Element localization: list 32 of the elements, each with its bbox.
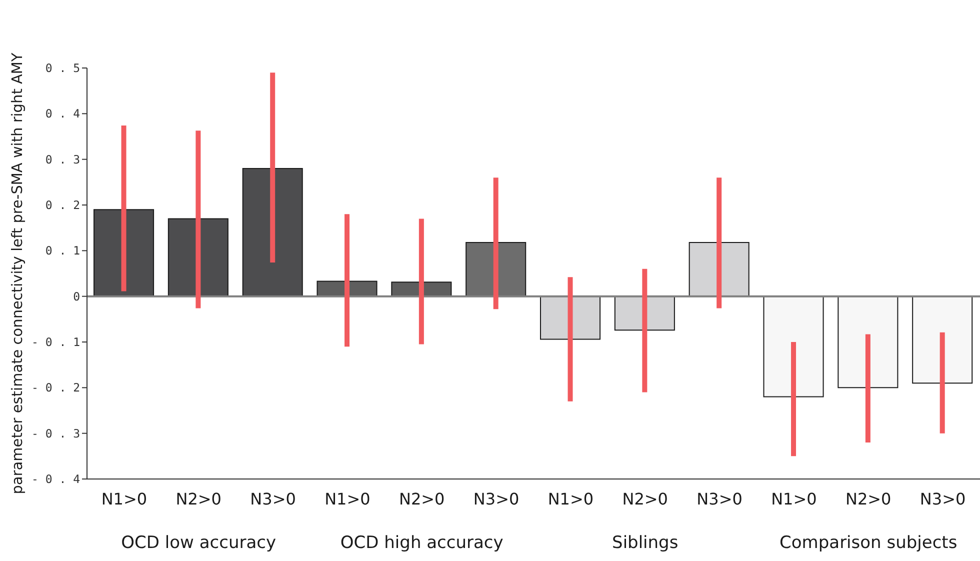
x-tick-label: N3>0 (696, 489, 742, 508)
x-tick-label: N3>0 (250, 489, 296, 508)
x-tick-label: N1>0 (324, 489, 370, 508)
x-tick-label: N3>0 (920, 489, 966, 508)
y-tick-label: 0 . 5 (45, 61, 80, 76)
bar (912, 296, 973, 384)
x-tick-label: N2>0 (622, 489, 668, 508)
y-tick-label: - 0 . 1 (32, 335, 80, 350)
x-tick-label: N3>0 (473, 489, 520, 508)
x-tick-label: N1>0 (548, 489, 594, 508)
bar (838, 296, 898, 388)
y-axis-title: parameter estimate connectivity left pre-SMA with right AMY (10, 52, 26, 494)
y-tick-label: - 0 . 4 (32, 472, 80, 486)
text: Comparison subjects (778, 533, 958, 553)
y-tick-label: 0 . 2 (45, 198, 80, 212)
bar (94, 209, 154, 297)
x-tick-label: N1>0 (771, 489, 817, 508)
bar (242, 168, 303, 297)
y-tick-label: 0 . 3 (45, 152, 80, 166)
y-tick-label: 0 . 4 (45, 106, 80, 121)
x-tick-label: N2>0 (176, 489, 222, 508)
y-tick-label: 0 . 1 (45, 244, 80, 258)
text: Siblings (611, 533, 680, 553)
text: OCD high accuracy (339, 533, 504, 553)
bar (763, 296, 824, 398)
text: OCD low accuracy (120, 533, 278, 553)
x-tick-label: N2>0 (399, 489, 445, 508)
y-tick-label: - 0 . 3 (32, 426, 80, 440)
x-tick-label: N1>0 (101, 489, 148, 508)
y-tick-label: - 0 . 2 (32, 380, 80, 395)
y-tick-label: 0 (73, 289, 80, 304)
x-tick-label: N2>0 (846, 489, 892, 508)
